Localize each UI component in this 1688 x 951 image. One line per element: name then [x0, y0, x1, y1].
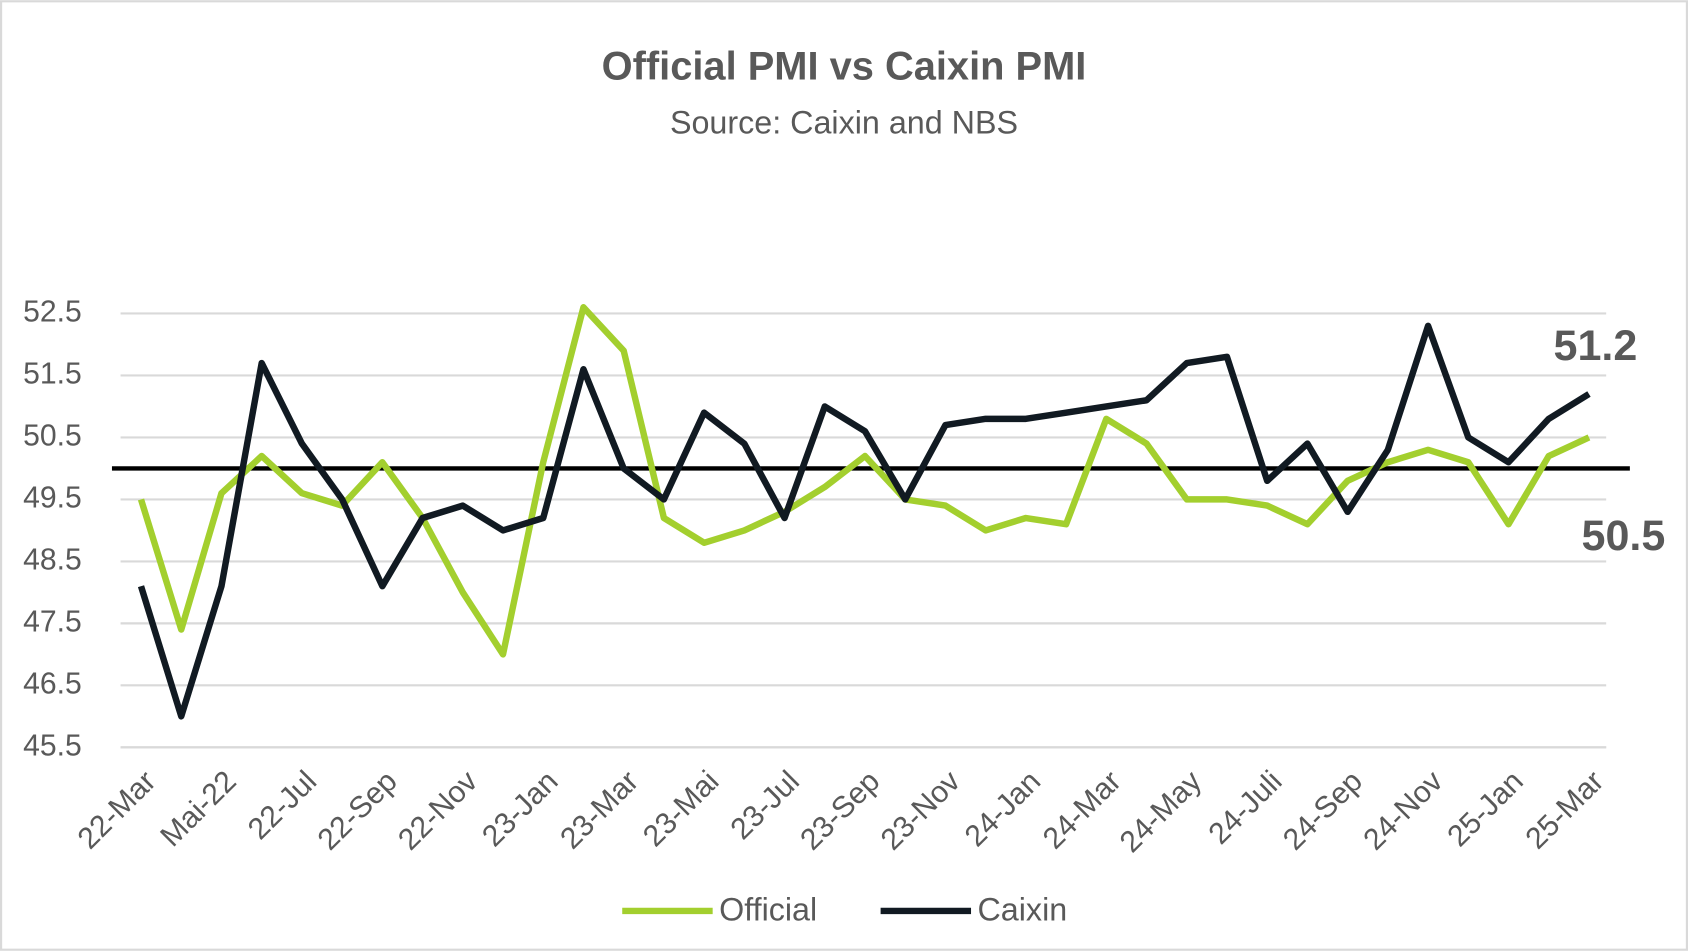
y-tick-label: 52.5: [23, 295, 82, 328]
y-tick-label: 49.5: [23, 481, 82, 514]
y-tick-label: 47.5: [23, 605, 82, 638]
data-label: 50.5: [1582, 512, 1666, 560]
y-tick-label: 50.5: [23, 419, 82, 452]
y-tick-label: 48.5: [23, 543, 82, 576]
chart-title: Official PMI vs Caixin PMI: [602, 45, 1087, 89]
legend-label: Caixin: [977, 892, 1067, 928]
data-line: [137, 304, 1591, 658]
data-line: [137, 322, 1591, 720]
y-tick-label: 45.5: [23, 729, 82, 762]
y-tick-label: 51.5: [23, 357, 82, 390]
y-tick-label: 46.5: [23, 667, 82, 700]
legend-label: Official: [719, 892, 817, 928]
data-label: 51.2: [1554, 322, 1638, 370]
chart-subtitle: Source: Caixin and NBS: [670, 105, 1018, 141]
